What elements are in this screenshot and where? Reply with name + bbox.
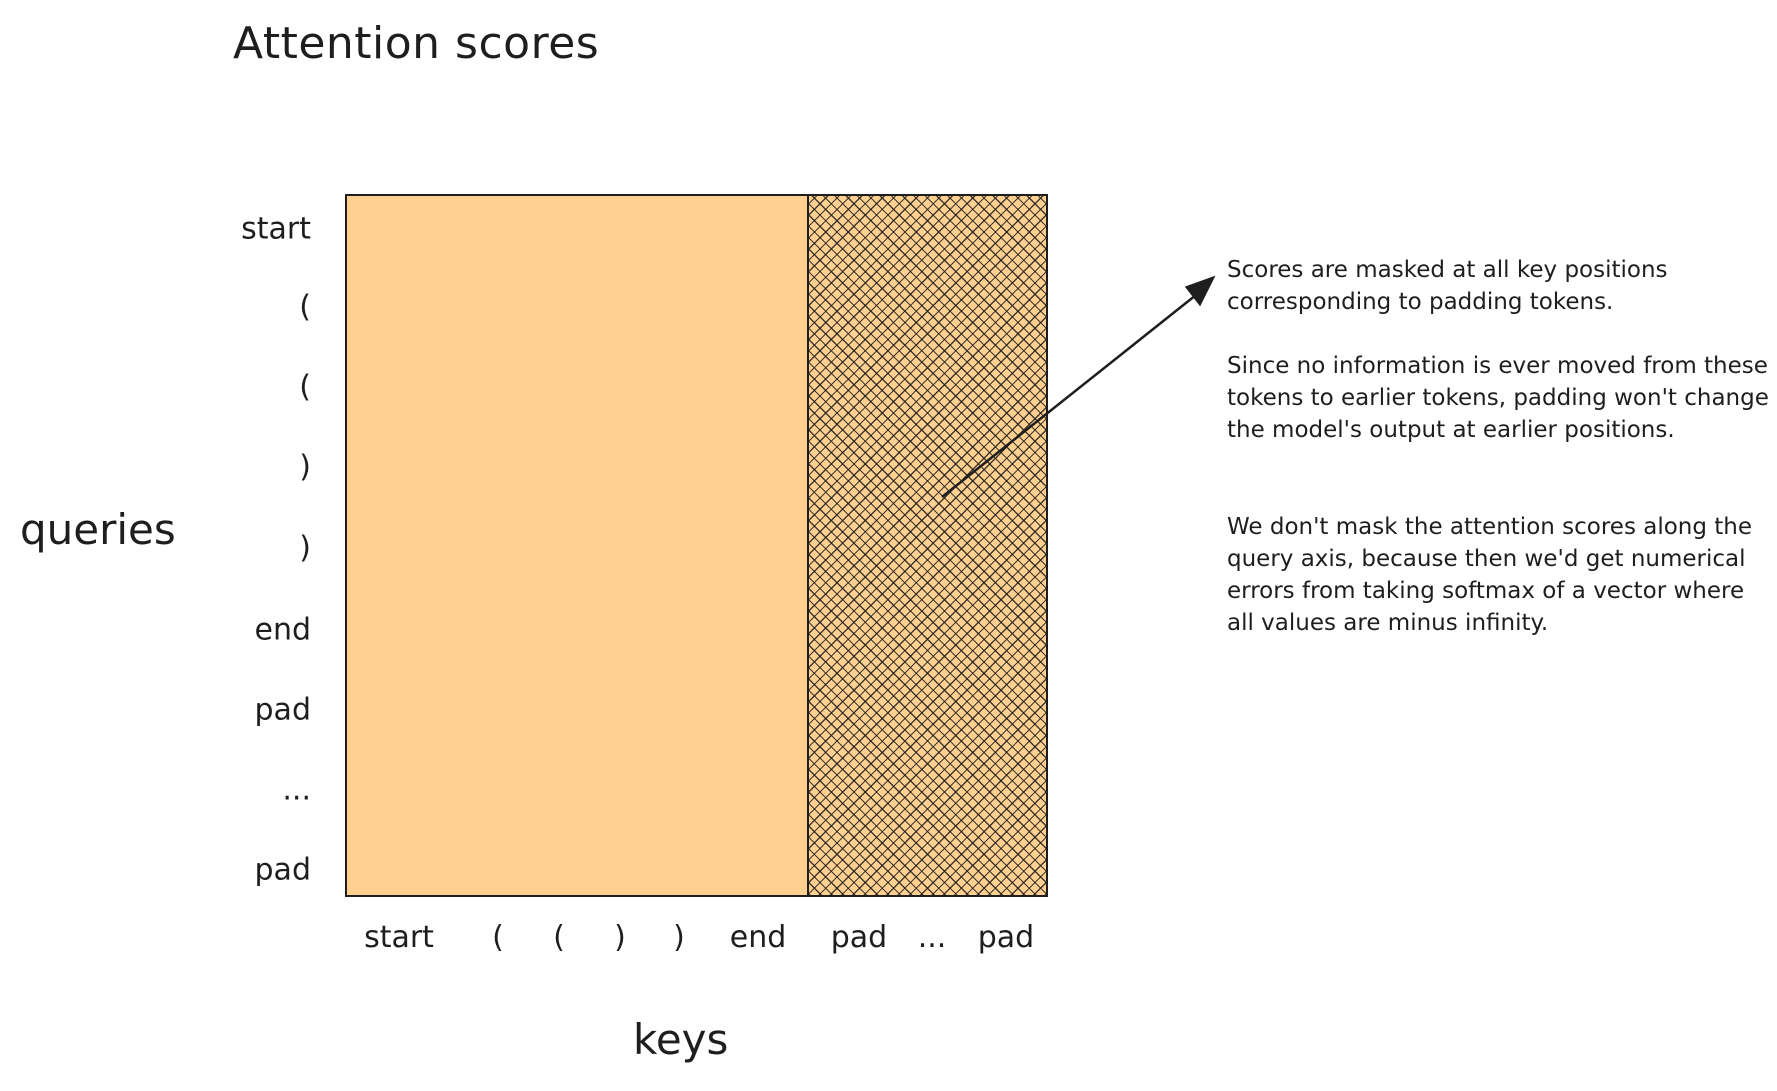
key-label-ellipsis: ... [917,920,947,955]
queries-axis-label: queries [20,505,176,554]
diagram-title: Attention scores [233,18,600,69]
masked-padding-key-region [807,196,1046,895]
query-label-pad-2: pad [254,852,311,888]
key-label-start: start [364,920,434,955]
key-label-close-paren-1: ) [614,920,626,955]
key-label-pad-1: pad [830,920,888,955]
attention-score-matrix [345,194,1048,897]
query-label-close-paren-1: ) [299,449,311,485]
annotation-paragraph-padding: Since no information is ever moved from … [1227,353,1769,443]
query-label-ellipsis: ... [282,772,311,808]
annotation-arrow-shaft [941,294,1197,498]
query-label-open-paren-1: ( [299,289,311,325]
annotation-paragraph-query-axis: We don't mask the attention scores along… [1227,514,1753,636]
unmasked-score-region [347,196,807,895]
query-label-close-paren-2: ) [299,530,311,566]
keys-axis-label: keys [633,1015,729,1064]
annotation-paragraph-masking: Scores are masked at all key positions c… [1227,257,1668,315]
query-label-open-paren-2: ( [299,369,311,405]
query-label-start: start [241,211,311,247]
key-label-close-paren-2: ) [673,920,685,955]
query-label-pad-1: pad [254,692,311,728]
key-label-open-paren-2: ( [553,920,565,955]
key-label-end: end [729,920,787,955]
key-label-open-paren-1: ( [492,920,504,955]
query-label-end: end [254,612,311,648]
annotation-arrow-head [1184,275,1216,307]
key-label-pad-2: pad [977,920,1035,955]
